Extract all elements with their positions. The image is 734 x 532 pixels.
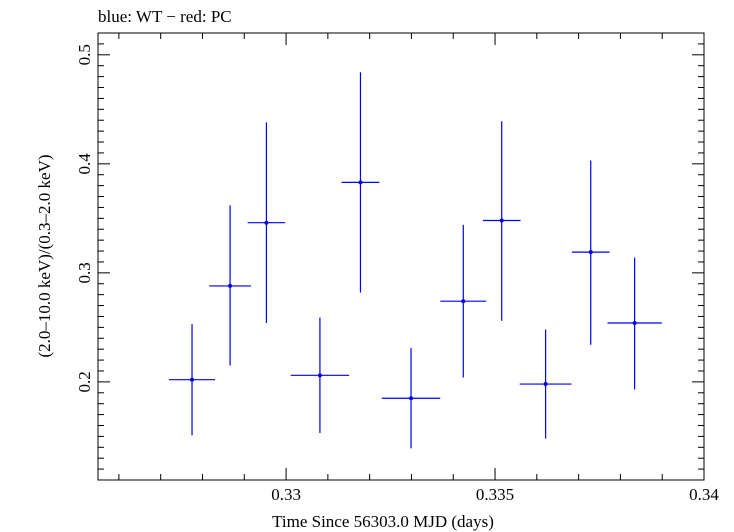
x-axis: 0.33 0.335 0.34 (118, 33, 719, 504)
data-point (482, 121, 521, 321)
x-axis-label: Time Since 56303.0 MJD (days) (272, 512, 494, 531)
point-marker (317, 373, 322, 378)
point-marker (228, 283, 233, 288)
point-marker (264, 220, 269, 225)
data-point (169, 324, 216, 436)
chart-title: blue: WT − red: PC (98, 7, 232, 26)
x-tick-label: 0.33 (271, 485, 301, 504)
x-tick-label: 0.335 (476, 485, 514, 504)
data-point (209, 205, 251, 366)
data-point (571, 160, 610, 345)
data-point (290, 317, 350, 434)
data-series (169, 72, 662, 449)
y-axis: 0.2 0.3 0.4 0.5 (75, 32, 704, 481)
data-point (341, 72, 380, 293)
y-tick-label: 0.2 (75, 371, 94, 392)
point-marker (543, 382, 548, 387)
y-tick-label: 0.4 (75, 153, 94, 175)
data-point (247, 122, 286, 324)
point-marker (632, 321, 637, 326)
point-marker (588, 250, 593, 255)
y-axis-label: (2.0–10.0 keV)/(0.3–2.0 keV) (35, 154, 54, 357)
point-marker (461, 299, 466, 304)
data-point (381, 348, 441, 449)
data-point (519, 329, 572, 439)
point-marker (358, 180, 363, 185)
data-point (440, 224, 487, 378)
y-tick-label: 0.3 (75, 262, 94, 283)
point-marker (409, 396, 414, 401)
point-marker (190, 377, 195, 382)
x-tick-label: 0.34 (689, 485, 719, 504)
point-marker (499, 218, 504, 223)
data-point (607, 257, 662, 390)
plot-frame (97, 32, 705, 481)
y-tick-label: 0.5 (75, 44, 94, 65)
